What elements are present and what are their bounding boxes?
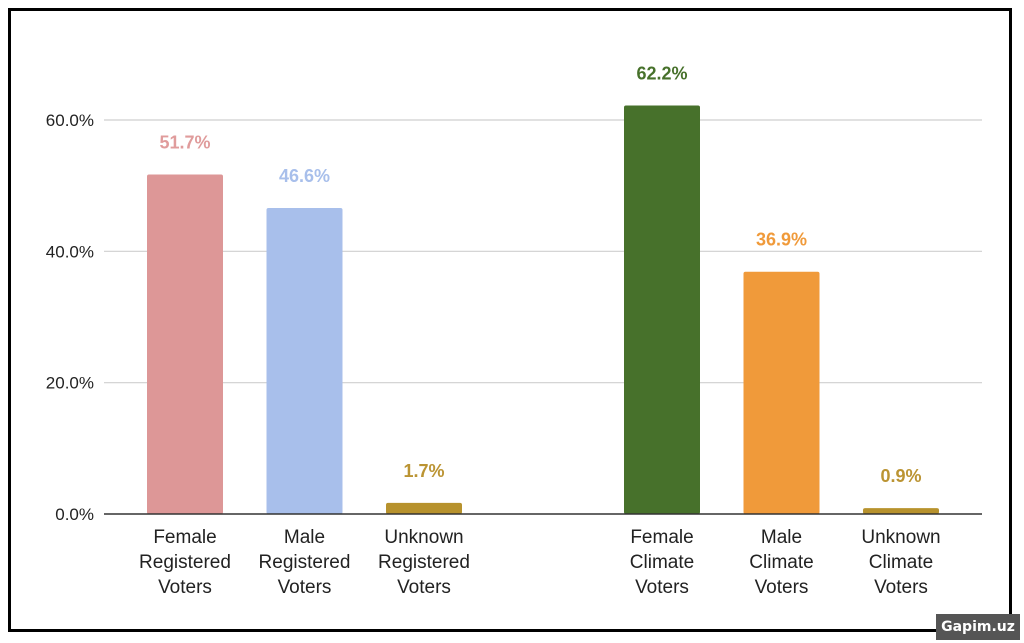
category-label: Registered: [378, 552, 470, 573]
category-label: Female: [153, 527, 216, 548]
category-label: Climate: [749, 552, 813, 573]
y-tick-label: 20.0%: [46, 374, 94, 393]
category-label: Climate: [630, 552, 694, 573]
category-label: Male: [761, 527, 802, 548]
category-label: Voters: [158, 577, 212, 598]
category-label: Voters: [635, 577, 689, 598]
data-label: 0.9%: [880, 466, 921, 486]
data-label: 62.2%: [636, 64, 687, 84]
category-label: Unknown: [384, 527, 463, 548]
y-tick-label: 40.0%: [46, 242, 94, 261]
category-label: Registered: [259, 552, 351, 573]
y-axis-ticks: 0.0% 20.0% 40.0% 60.0%: [46, 111, 94, 524]
bar: [743, 271, 820, 514]
watermark: Gapim.uz: [936, 614, 1020, 640]
bars: [147, 105, 939, 514]
category-label: Male: [284, 527, 325, 548]
category-label: Voters: [278, 577, 332, 598]
bar: [624, 105, 700, 514]
category-label: Registered: [139, 552, 231, 573]
bar: [147, 174, 223, 514]
category-label: Climate: [869, 552, 933, 573]
category-label: Voters: [755, 577, 809, 598]
bar: [386, 502, 462, 514]
gridlines: [104, 119, 982, 384]
y-tick-label: 60.0%: [46, 111, 94, 130]
data-label: 46.6%: [279, 166, 330, 186]
category-label: Voters: [874, 577, 928, 598]
data-labels: 51.7% 46.6% 1.7% 62.2% 36.9% 0.9%: [159, 64, 921, 487]
data-label: 51.7%: [159, 133, 210, 153]
data-label: 36.9%: [756, 230, 807, 250]
category-label: Female: [630, 527, 693, 548]
data-label: 1.7%: [403, 461, 444, 481]
bar: [266, 207, 343, 514]
category-labels: Female Registered Voters Male Registered Vote…: [139, 527, 941, 598]
category-label: Unknown: [861, 527, 940, 548]
y-tick-label: 0.0%: [55, 505, 94, 524]
category-label: Voters: [397, 577, 451, 598]
bar: [863, 508, 939, 514]
